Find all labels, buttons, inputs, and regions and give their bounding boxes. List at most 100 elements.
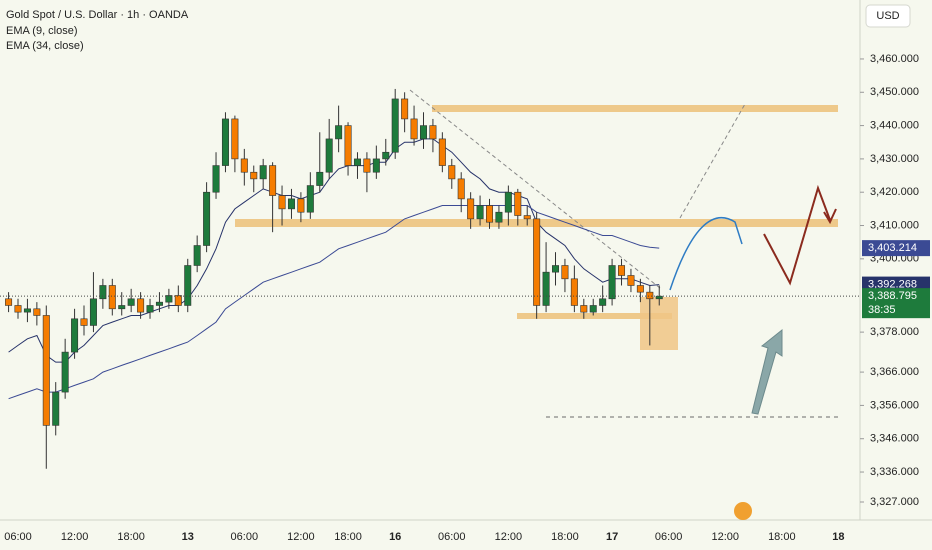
x-tick-label: 13	[182, 531, 194, 543]
candle-body	[118, 305, 126, 310]
x-tick-label: 12:00	[287, 531, 315, 543]
candle-body	[570, 278, 578, 306]
candle-body	[52, 391, 60, 426]
event-icon[interactable]	[734, 502, 752, 520]
x-tick-label: 12:00	[61, 531, 89, 543]
y-tick-label: 3,450.000	[870, 86, 919, 98]
y-tick-label: 3,410.000	[870, 219, 919, 231]
legend-entry: EMA (34, close)	[6, 40, 84, 52]
candle-body	[608, 265, 616, 300]
candle-body	[306, 185, 314, 213]
candle-body	[137, 298, 145, 313]
price-tag	[862, 288, 930, 319]
x-tick-label: 18:00	[334, 531, 362, 543]
candle-body	[335, 125, 343, 140]
x-tick-label: 16	[389, 531, 401, 543]
candle-body	[174, 295, 182, 306]
candle-body	[212, 165, 220, 193]
countdown: 38:35	[868, 304, 896, 316]
candle-body	[523, 215, 531, 220]
candle-body	[14, 305, 22, 313]
y-tick-label: 3,366.000	[870, 366, 919, 378]
candle-body	[476, 205, 484, 220]
candle-body	[155, 301, 163, 306]
candle-body	[391, 98, 399, 153]
chart-title: Gold Spot / U.S. Dollar · 1h · OANDA	[6, 9, 189, 21]
candle-body	[127, 298, 135, 306]
candle-body	[269, 165, 277, 196]
candle-body	[504, 191, 512, 213]
candle-body	[401, 98, 409, 120]
candle-body	[552, 265, 560, 273]
candle-body	[618, 265, 626, 276]
x-tick-label: 06:00	[438, 531, 466, 543]
candle-body	[316, 171, 324, 186]
candle-body	[99, 285, 107, 300]
x-tick-label: 18	[832, 531, 844, 543]
candle-body	[231, 118, 239, 160]
ema-line	[8, 138, 660, 363]
y-tick-label: 3,430.000	[870, 153, 919, 165]
ema-price-label: 3,392.268	[868, 278, 917, 290]
candle-body	[325, 138, 333, 173]
y-tick-label: 3,420.000	[870, 186, 919, 198]
ema-price-label: 3,403.214	[868, 242, 917, 254]
x-tick-label: 06:00	[231, 531, 259, 543]
candle-body	[382, 151, 390, 160]
candle-body	[287, 198, 295, 210]
candle-body	[542, 271, 550, 306]
candle-body	[485, 205, 493, 223]
candle-body	[250, 171, 258, 180]
candle-body	[71, 318, 79, 353]
y-tick-label: 3,356.000	[870, 399, 919, 411]
candle-body	[165, 295, 173, 303]
x-tick-label: 06:00	[655, 531, 683, 543]
x-tick-label: 17	[606, 531, 618, 543]
x-tick-label: 18:00	[768, 531, 796, 543]
candle-body	[429, 125, 437, 140]
y-tick-label: 3,440.000	[870, 119, 919, 131]
candle-body	[438, 138, 446, 166]
candle-body	[372, 158, 380, 173]
legend-entry: EMA (9, close)	[6, 25, 78, 37]
candle-body	[33, 308, 41, 316]
projection-curve	[669, 217, 743, 291]
ema-line	[8, 205, 660, 400]
ema-price-tag	[862, 240, 930, 257]
candle-body	[589, 305, 597, 313]
candle-body	[344, 125, 352, 166]
candle-body	[655, 295, 663, 300]
y-tick-label: 3,460.000	[870, 53, 919, 65]
x-tick-label: 18:00	[551, 531, 579, 543]
candle-body	[203, 191, 211, 246]
candle-body	[363, 158, 371, 173]
candle-body	[410, 118, 418, 140]
candle-body	[580, 305, 588, 313]
currency-button[interactable]	[865, 4, 911, 28]
candle-body	[297, 198, 305, 213]
zigzag-arrow	[763, 184, 837, 286]
candle-body	[457, 178, 465, 200]
candle-body	[646, 291, 654, 300]
x-tick-label: 12:00	[495, 531, 523, 543]
candle-body	[627, 275, 635, 286]
price-label: 3,388.795	[868, 290, 917, 302]
candle-body	[108, 285, 116, 310]
plot	[5, 88, 838, 469]
candle-body	[419, 125, 427, 140]
y-tick-label: 3,327.000	[870, 496, 919, 508]
candle-body	[636, 285, 644, 293]
candle-body	[42, 315, 50, 426]
candle-body	[221, 118, 229, 166]
candle-body	[353, 158, 361, 166]
candle-body	[61, 351, 69, 393]
candle-body	[193, 245, 201, 266]
candle-body	[80, 318, 88, 326]
candle-body	[146, 305, 154, 313]
candle-body	[448, 165, 456, 180]
candle-body	[259, 165, 267, 180]
candle-body	[514, 191, 522, 216]
candle-body	[495, 211, 503, 223]
